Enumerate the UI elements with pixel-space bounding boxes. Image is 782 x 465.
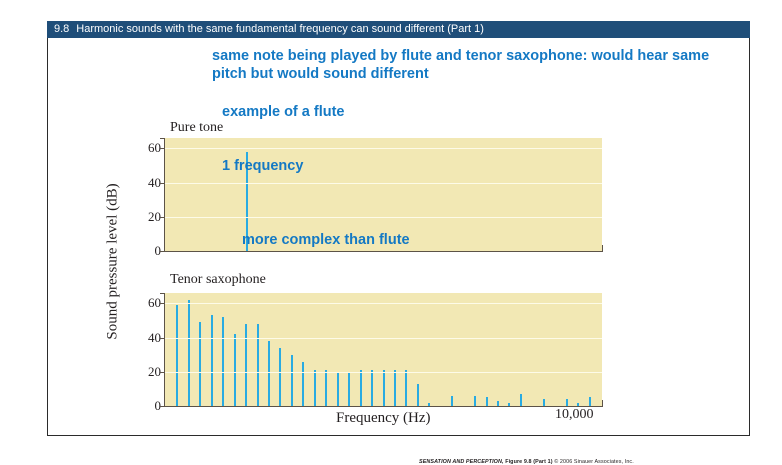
y-axis-tick-label: 0 [154,243,162,258]
spectrum-bar [279,347,282,406]
slide-number: 9.8 [54,23,70,35]
annotation-flute: example of a flute [222,104,345,120]
slide-title-text: Harmonic sounds with the same fundamenta… [76,23,484,35]
spectrum-bar [371,370,374,406]
y-axis-tick-label: 40 [148,174,161,190]
y-axis-tick-mark [160,303,165,305]
y-axis-cap-mark [160,293,165,294]
spectrum-bar [313,370,316,406]
credit-rights: © 2006 Sinauer Associates, Inc. [554,459,634,465]
lower-chart-bars [165,293,602,406]
spectrum-bar [222,316,225,406]
figure-credit: SENSATION AND PERCEPTION, Figure 9.8 (Pa… [419,459,634,465]
y-axis-tick-mark [160,148,165,150]
gridline [165,216,602,218]
y-axis-tick-label: 60 [148,295,161,311]
spectrum-bar [325,370,328,406]
spectrum-bar [176,305,179,406]
y-axis-tick-mark [160,406,165,407]
spectrum-bar [302,361,305,406]
y-axis-tick-mark [160,371,165,373]
spectrum-bar [233,334,236,406]
annotation-top: same note being played by flute and teno… [212,47,709,83]
x-axis-end-tick [602,400,603,406]
y-axis-tick-mark [160,216,165,218]
upper-chart-bars [165,138,602,251]
y-axis-tick-label: 60 [148,140,161,156]
spectrum-bar [245,151,248,251]
x-axis-max-label: 10,000 [555,407,594,422]
gridline [165,182,602,184]
upper-chart-title: Pure tone [170,120,224,135]
annotation-top-line2: pitch but would sound different [212,66,429,82]
annotation-top-line1: same note being played by flute and teno… [212,48,710,64]
spectrum-bar [256,323,259,406]
spectrum-bar [268,340,271,406]
spectrum-bar [290,354,293,406]
spectrum-bar [405,370,408,406]
x-axis-line [164,251,603,252]
lower-chart-plot-area: 0 20 40 60 [148,293,603,413]
spectrum-bar [497,400,500,406]
spectrum-bar [359,370,362,406]
gridline [165,303,602,305]
x-axis-end-tick [602,245,603,251]
spectrum-bar [416,383,419,406]
y-axis-tick-mark [160,251,165,252]
figure-panel: Sound pressure level (dB) Pure tone 0 20 4… [47,38,750,465]
y-axis-label: Sound pressure level (dB) [104,183,121,340]
y-axis-tick-mark [160,182,165,184]
slide-title-bar: 9.8 Harmonic sounds with the same fundame… [47,21,750,38]
y-axis-tick-label: 20 [148,208,161,224]
spectrum-bar [588,397,591,406]
spectrum-bar [428,403,431,406]
gridline [165,148,602,150]
credit-book: SENSATION AND PERCEPTION, [419,459,504,465]
slide-canvas: 9.8 Harmonic sounds with the same fundame… [47,21,750,465]
x-axis-line [164,406,603,407]
credit-figure: Figure 9.8 (Part 1) [505,459,553,465]
spectrum-bar [565,399,568,406]
spectrum-bar [348,371,351,406]
gridline [165,371,602,373]
spectrum-bar [336,371,339,406]
spectrum-bar [187,299,190,406]
y-axis-line [164,293,165,406]
spectrum-bar [451,395,454,406]
spectrum-bar [210,315,213,406]
spectrum-bar [199,322,202,406]
x-axis-label: Frequency (Hz) [336,410,431,426]
y-axis-cap-mark [160,138,165,139]
spectrum-bar [519,394,522,406]
spectrum-bar [393,370,396,406]
y-axis-tick-label: 20 [148,363,161,379]
y-axis-tick-mark [160,337,165,339]
lower-chart-title: Tenor saxophone [170,272,266,287]
spectrum-bar [577,402,580,406]
spectrum-bar [508,402,511,406]
y-axis-line [164,138,165,251]
y-axis-tick-label: 40 [148,329,161,345]
spectrum-bar [245,323,248,406]
y-axis-tick-label: 0 [154,398,162,413]
spectrum-bar [382,370,385,406]
upper-chart-plot-area: 0 20 40 60 [148,138,603,258]
gridline [165,337,602,339]
annotation-more-complex: more complex than flute [242,232,410,248]
annotation-one-frequency: 1 frequency [222,158,304,174]
upper-plot-background [165,138,602,251]
spectrum-bar [474,395,477,406]
spectrum-bar [542,399,545,406]
spectrum-bar [485,397,488,406]
